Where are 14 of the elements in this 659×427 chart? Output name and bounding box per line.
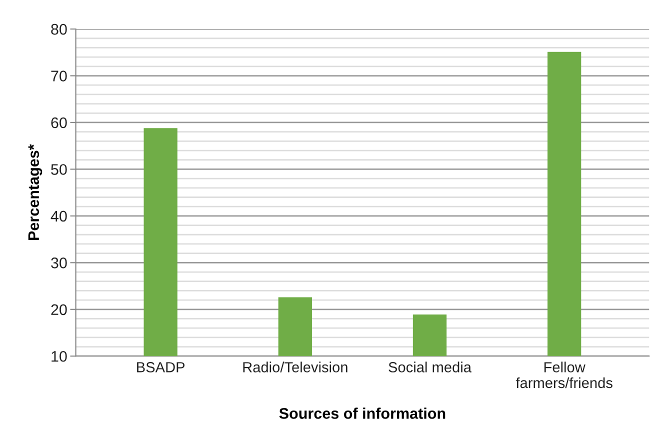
y-tick-label: 50 — [51, 164, 67, 175]
x-tick-label: Social media — [388, 362, 472, 372]
y-tick-label: 20 — [51, 304, 67, 316]
x-tick-label: Radio/Television — [243, 362, 348, 372]
x-tick-label: Fellow farmers/friends — [516, 362, 612, 388]
y-tick-label: 40 — [50, 210, 67, 222]
y-axis-title: Percentages* — [28, 144, 42, 240]
y-tick-label: 30 — [51, 258, 67, 268]
x-axis-title: Sources of information — [279, 408, 446, 419]
y-tick-label: 60 — [51, 117, 67, 128]
y-tick-label: 10 — [52, 350, 67, 362]
y-tick-label: 80 — [51, 24, 67, 35]
x-tick-label: BSADP — [137, 362, 185, 372]
y-tick-label: 70 — [51, 70, 67, 82]
